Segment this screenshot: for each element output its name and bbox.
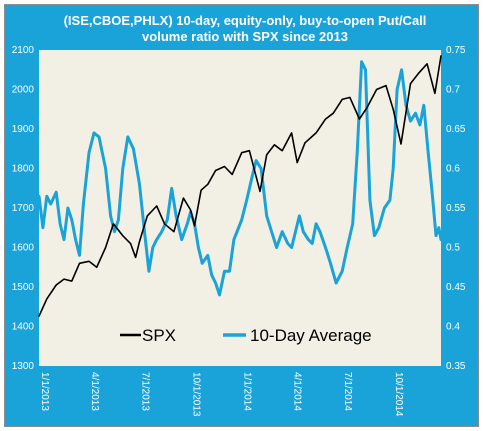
left-tick-label: 1400 [12,322,35,333]
left-tick-label: 1700 [12,203,35,214]
legend-pc-label: 10-Day Average [250,326,372,345]
right-tick-label: 0.55 [446,203,466,214]
x-tick-label: 4/1/2013 [89,372,100,411]
spx-series-line [38,55,442,318]
left-axis-ticks: 1300 1400 1500 1600 1700 1800 1900 2000 2100 [12,45,35,372]
right-axis-ticks: 0.35 0.4 0.45 0.5 0.55 0.6 0.65 0.7 0.75 [446,45,466,372]
right-tick-label: 0.35 [446,361,466,372]
left-tick-label: 1500 [12,282,35,293]
right-tick-label: 0.6 [446,164,460,175]
pc-ratio-series-line [37,60,443,297]
right-tick-label: 0.75 [446,45,466,56]
left-tick-label: 2100 [12,45,35,56]
legend-spx-label: SPX [142,326,176,345]
left-tick-label: 1300 [12,361,35,372]
legend: SPX 10-Day Average [120,326,372,345]
x-tick-label: 4/1/2014 [292,372,303,411]
plot-area [39,50,441,366]
right-tick-label: 0.5 [446,243,460,254]
left-tick-label: 1600 [12,243,35,254]
right-tick-label: 0.7 [446,85,460,96]
x-axis-ticks: 1/1/2013 4/1/2013 7/1/2013 10/1/2013 1/1/201… [39,372,404,417]
x-tick-label: 7/1/2014 [342,372,353,411]
chart-title: (ISE,CBOE,PHLX) 10-day, equity-only, buy… [63,13,427,44]
right-tick-label: 0.65 [446,124,466,135]
x-tick-label: 7/1/2013 [140,372,151,411]
x-tick-label: 1/1/2014 [242,372,253,411]
x-tick-label: 1/1/2013 [39,372,50,411]
left-tick-label: 1800 [12,164,35,175]
right-tick-label: 0.45 [446,282,466,293]
series-layer [37,55,443,318]
left-tick-label: 1900 [12,124,35,135]
right-tick-label: 0.4 [446,322,460,333]
x-tick-label: 10/1/2014 [393,372,404,417]
left-tick-label: 2000 [12,85,35,96]
x-tick-label: 10/1/2013 [191,372,202,417]
